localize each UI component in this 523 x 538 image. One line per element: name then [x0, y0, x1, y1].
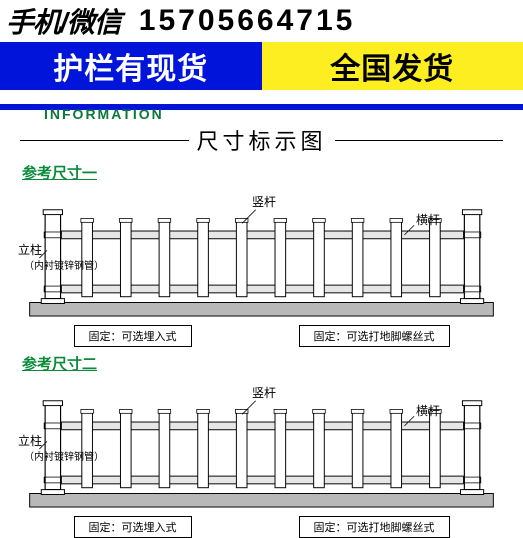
annotation-horizontal: 横杆 [416, 211, 440, 228]
section-label-1: 参考尺寸一 [22, 162, 503, 183]
annotation-post-sub: （内衬镀锌钢管） [24, 257, 104, 272]
annotation-post: 立柱 [18, 241, 42, 258]
annotation-vertical: 竖杆 [252, 384, 276, 401]
banner-stock: 护栏有现货 [0, 42, 262, 90]
contact-label: 手机/微信 [6, 1, 121, 41]
phone-number: 15705664715 [139, 4, 356, 38]
fence-diagram-1: 立柱 （内衬镀锌钢管） 竖杆 横杆 [20, 185, 503, 335]
page-title: 尺寸标示图 [189, 124, 335, 156]
annotation-post: 立柱 [18, 432, 42, 449]
annotation-vertical: 竖杆 [252, 193, 276, 210]
section-label-2: 参考尺寸二 [22, 353, 503, 374]
information-label: INFORMATION [44, 106, 523, 122]
annotation-horizontal: 横杆 [416, 402, 440, 419]
annotation-post-sub: （内衬镀锌钢管） [24, 448, 104, 463]
banner-shipping: 全国发货 [262, 42, 523, 90]
fence-diagram-2: 立柱 （内衬镀锌钢管） 竖杆 横杆 [20, 376, 503, 526]
title-line-left [20, 140, 189, 141]
title-line-right [335, 140, 504, 141]
